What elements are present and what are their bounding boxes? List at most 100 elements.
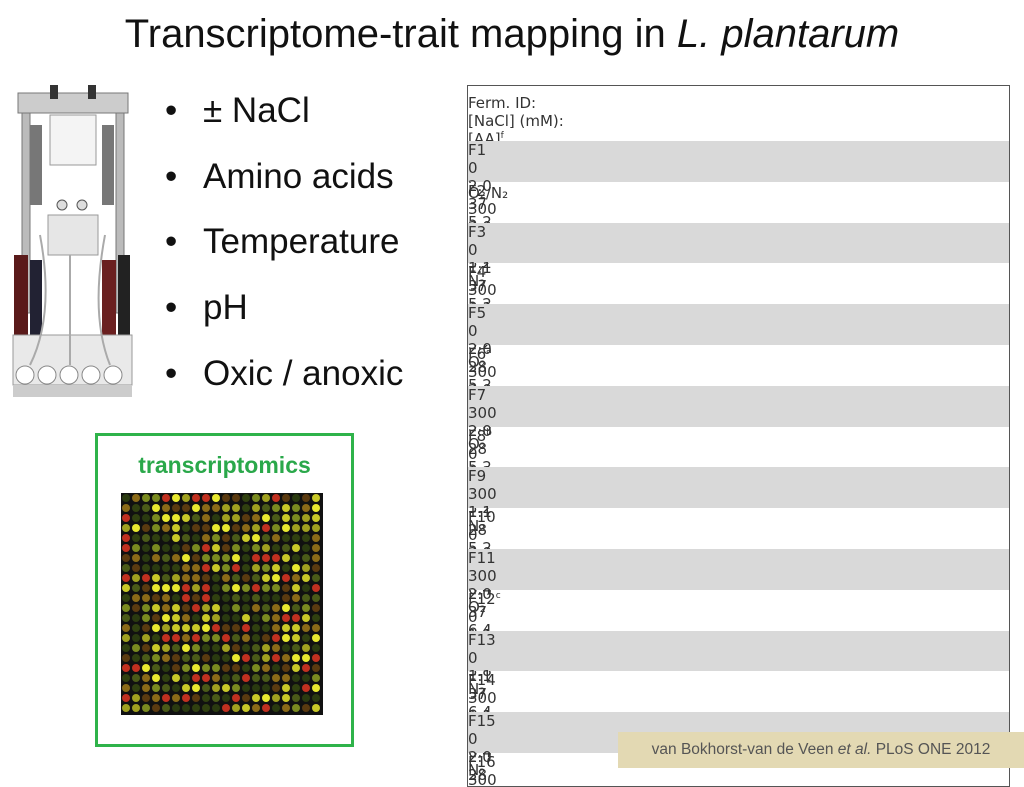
table-cell: F4 [468, 263, 487, 282]
array-spot [232, 674, 240, 682]
array-spot [132, 574, 140, 582]
array-spot [122, 654, 130, 662]
array-spot [172, 544, 180, 552]
array-spot [202, 694, 210, 702]
array-spot [232, 664, 240, 672]
array-spot [282, 654, 290, 662]
table-row: F43001.1375.2O₂ [468, 263, 1009, 371]
array-spot [202, 554, 210, 562]
bullet-item: Temperature [165, 217, 403, 283]
array-spot [262, 694, 270, 702]
array-spot [122, 534, 130, 542]
array-spot [202, 524, 210, 532]
array-spot [312, 604, 320, 612]
array-spot [232, 584, 240, 592]
table-cell: 0 [468, 240, 478, 259]
array-spot [252, 494, 260, 502]
array-spot [152, 604, 160, 612]
citation-etal: et al. [837, 741, 872, 758]
table-cell: 0 [468, 607, 478, 626]
array-spot [262, 544, 270, 552]
array-spot [242, 604, 250, 612]
table-row: F143001.1376.4N₂ [468, 671, 1009, 779]
table-cell: 0 [468, 526, 478, 545]
array-spot [132, 704, 140, 712]
array-spot [152, 594, 160, 602]
array-spot [282, 604, 290, 612]
array-spot [152, 564, 160, 572]
array-spot [282, 674, 290, 682]
array-spot [132, 694, 140, 702]
array-spot [222, 704, 230, 712]
array-spot [182, 544, 190, 552]
array-spot [262, 494, 270, 502]
array-spot [212, 584, 220, 592]
array-spot [312, 684, 320, 692]
array-spot [242, 684, 250, 692]
array-spot [192, 524, 200, 532]
array-spot [132, 674, 140, 682]
array-spot [162, 604, 170, 612]
array-spot [152, 544, 160, 552]
array-spot [272, 614, 280, 622]
citation: van Bokhorst-van de Veen et al. PLoS ONE… [618, 732, 1024, 768]
title-text: Transcriptome-trait mapping in [124, 12, 677, 56]
slide: {"title": {"text": "Transcriptome-trait … [0, 0, 1024, 768]
array-spot [122, 574, 130, 582]
array-spot [312, 594, 320, 602]
array-spot [222, 674, 230, 682]
array-spot [172, 574, 180, 582]
array-spot [142, 534, 150, 542]
table-cell: F3 [468, 222, 487, 241]
array-spot [252, 574, 260, 582]
array-spot [182, 664, 190, 672]
array-spot [222, 564, 230, 572]
array-spot [232, 644, 240, 652]
array-spot [262, 584, 270, 592]
table-cell: 0 [468, 730, 478, 749]
array-spot [242, 574, 250, 582]
page: Slide html, body { margin: 0; padding: 0… [0, 0, 1024, 768]
array-spot [262, 664, 270, 672]
array-spot [132, 534, 140, 542]
array-spot [282, 504, 290, 512]
array-spot [142, 634, 150, 642]
array-spot [142, 564, 150, 572]
array-spot [272, 544, 280, 552]
array-spot [192, 604, 200, 612]
array-spot [182, 504, 190, 512]
table-cell: 28 [468, 439, 488, 458]
array-spot [242, 674, 250, 682]
table-cell: 2.0 [468, 748, 492, 767]
array-spot [272, 534, 280, 542]
array-spot [142, 614, 150, 622]
array-spot [162, 534, 170, 542]
table-cell: F12c [468, 590, 1009, 608]
array-spot [252, 524, 260, 532]
array-spot [302, 704, 310, 712]
array-spot [162, 624, 170, 632]
array-spot [142, 664, 150, 672]
array-spot [212, 694, 220, 702]
table-cell: F11 [468, 549, 496, 567]
array-spot [292, 544, 300, 552]
array-spot [252, 614, 260, 622]
array-spot [212, 514, 220, 522]
array-spot [232, 704, 240, 712]
table-row: F1002.0376.4O₂ [468, 508, 1009, 616]
array-spot [172, 624, 180, 632]
array-spot [172, 604, 180, 612]
array-spot [122, 544, 130, 552]
array-spot [222, 594, 230, 602]
array-spot [272, 604, 280, 612]
array-spot [242, 654, 250, 662]
array-spot [172, 554, 180, 562]
array-spot [272, 664, 280, 672]
array-spot [282, 694, 290, 702]
array-spot [152, 514, 160, 522]
array-spot [162, 564, 170, 572]
array-spot [292, 594, 300, 602]
array-spot [122, 624, 130, 632]
array-spot [252, 684, 260, 692]
